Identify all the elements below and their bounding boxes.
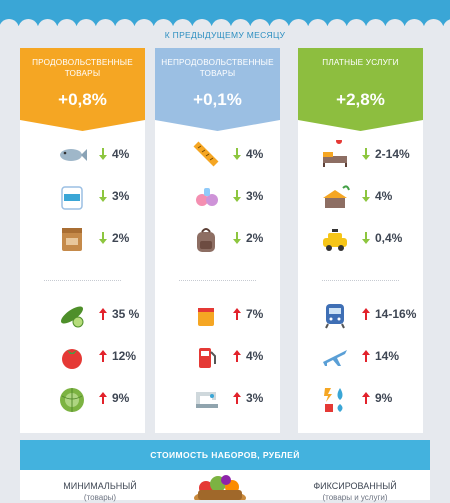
- column-change: +2,8%: [336, 90, 385, 109]
- arrow-down-icon: [99, 190, 107, 202]
- cabbage-icon: [60, 388, 84, 412]
- arrow-down-icon: [99, 232, 107, 244]
- cucumber-icon: [60, 306, 84, 328]
- column-services: ПЛАТНЫЕ УСЛУГИ +2,8% 2-14% 4% 0,4% 14-16% 14…: [298, 48, 423, 433]
- arrow-down-icon: [233, 232, 241, 244]
- arrow-up-icon: [99, 308, 107, 320]
- backpack-icon: [197, 228, 215, 252]
- row-separator: [322, 280, 399, 281]
- row-separator: [179, 280, 256, 281]
- arrow-down-icon: [233, 190, 241, 202]
- sugar-bag-icon: [61, 186, 83, 210]
- minimal-set-label: МИНИМАЛЬНЫЙ: [63, 481, 137, 491]
- arrow-down-icon: [362, 190, 370, 202]
- arrow-down-icon: [99, 148, 107, 160]
- sets-cost-title: СТОИМОСТЬ НАБОРОВ, РУБЛЕЙ: [20, 440, 430, 470]
- column-title: ПЛАТНЫЕ УСЛУГИ: [322, 58, 399, 67]
- column-title: ПРОДОВОЛЬСТВЕННЫЕ ТОВАРЫ: [32, 58, 133, 78]
- column-header: НЕПРОДОВОЛЬСТВЕННЫЕ ТОВАРЫ +0,1%: [155, 48, 280, 120]
- arrow-up-icon: [362, 350, 370, 362]
- grocery-basket-icon: [194, 475, 246, 500]
- column-change: +0,1%: [193, 90, 242, 109]
- arrow-up-icon: [362, 392, 370, 404]
- price-change-value: 14%: [375, 349, 400, 363]
- column-change: +0,8%: [58, 90, 107, 109]
- sets-cost-card: СТОИМОСТЬ НАБОРОВ, РУБЛЕЙ МИНИМАЛЬНЫЙ (т…: [20, 440, 430, 503]
- subtitle: К ПРЕДЫДУЩЕМУ МЕСЯЦУ: [164, 30, 286, 40]
- column-nonfood: НЕПРОДОВОЛЬСТВЕННЫЕ ТОВАРЫ +0,1% 4% 3% 2% 7…: [155, 48, 280, 433]
- price-change-value: 9%: [112, 391, 130, 405]
- fixed-set-label-group: ФИКСИРОВАННЫЙ (товары и услуги): [290, 481, 420, 503]
- arrow-up-icon: [99, 350, 107, 362]
- row-separator: [44, 280, 121, 281]
- utilities-icon: [324, 388, 343, 412]
- wave-header-band: [0, 0, 450, 30]
- fish-icon: [60, 149, 87, 161]
- column-food: ПРОДОВОЛЬСТВЕННЫЕ ТОВАРЫ +0,8% 4% 3% 2% 35 …: [20, 48, 145, 433]
- price-change-value: 4%: [246, 147, 264, 161]
- price-change-value: 4%: [375, 189, 393, 203]
- sewing-machine-icon: [196, 392, 218, 408]
- measuring-tape-icon: [193, 141, 219, 167]
- fixed-set-sublabel: (товары и услуги): [322, 493, 388, 502]
- fixed-set-label: ФИКСИРОВАННЫЙ: [313, 481, 397, 491]
- fuel-pump-icon: [199, 348, 216, 368]
- price-change-value: 3%: [246, 189, 264, 203]
- price-change-value: 4%: [112, 147, 130, 161]
- price-change-value: 0,4%: [375, 231, 403, 245]
- arrow-up-icon: [233, 392, 241, 404]
- price-change-value: 12%: [112, 349, 137, 363]
- paint-bucket-icon: [198, 308, 214, 326]
- header-chevron-tail: [298, 120, 423, 131]
- price-change-value: 4%: [246, 349, 264, 363]
- arrow-down-icon: [233, 148, 241, 160]
- column-title: НЕПРОДОВОЛЬСТВЕННЫЕ ТОВАРЫ: [161, 58, 274, 78]
- arrow-down-icon: [362, 232, 370, 244]
- arrow-up-icon: [362, 308, 370, 320]
- price-change-value: 2-14%: [375, 147, 410, 161]
- arrow-up-icon: [233, 350, 241, 362]
- arrow-down-icon: [362, 148, 370, 160]
- pacifier-icon: [196, 188, 218, 206]
- hotel-bed-icon: [323, 140, 347, 167]
- header-chevron-tail: [155, 120, 280, 131]
- column-header: ПЛАТНЫЕ УСЛУГИ +2,8%: [298, 48, 423, 120]
- price-change-value: 2%: [112, 231, 130, 245]
- train-icon: [325, 304, 345, 329]
- minimal-set-label-group: МИНИМАЛЬНЫЙ (товары): [40, 481, 160, 503]
- taxi-icon: [323, 229, 347, 251]
- price-change-value: 3%: [112, 189, 130, 203]
- price-change-value: 14-16%: [375, 307, 417, 321]
- airplane-icon: [323, 350, 347, 366]
- arrow-up-icon: [233, 308, 241, 320]
- price-change-value: 7%: [246, 307, 264, 321]
- flour-bag-icon: [62, 228, 82, 251]
- tomato-icon: [62, 349, 82, 369]
- price-change-value: 3%: [246, 391, 264, 405]
- price-change-value: 9%: [375, 391, 393, 405]
- price-change-value: 35 %: [112, 307, 140, 321]
- wave-scallop-decoration: [0, 19, 450, 30]
- beach-house-icon: [323, 185, 350, 208]
- price-change-value: 2%: [246, 231, 264, 245]
- arrow-up-icon: [99, 392, 107, 404]
- minimal-set-sublabel: (товары): [83, 493, 117, 502]
- header-chevron-tail: [20, 120, 145, 131]
- column-header: ПРОДОВОЛЬСТВЕННЫЕ ТОВАРЫ +0,8%: [20, 48, 145, 120]
